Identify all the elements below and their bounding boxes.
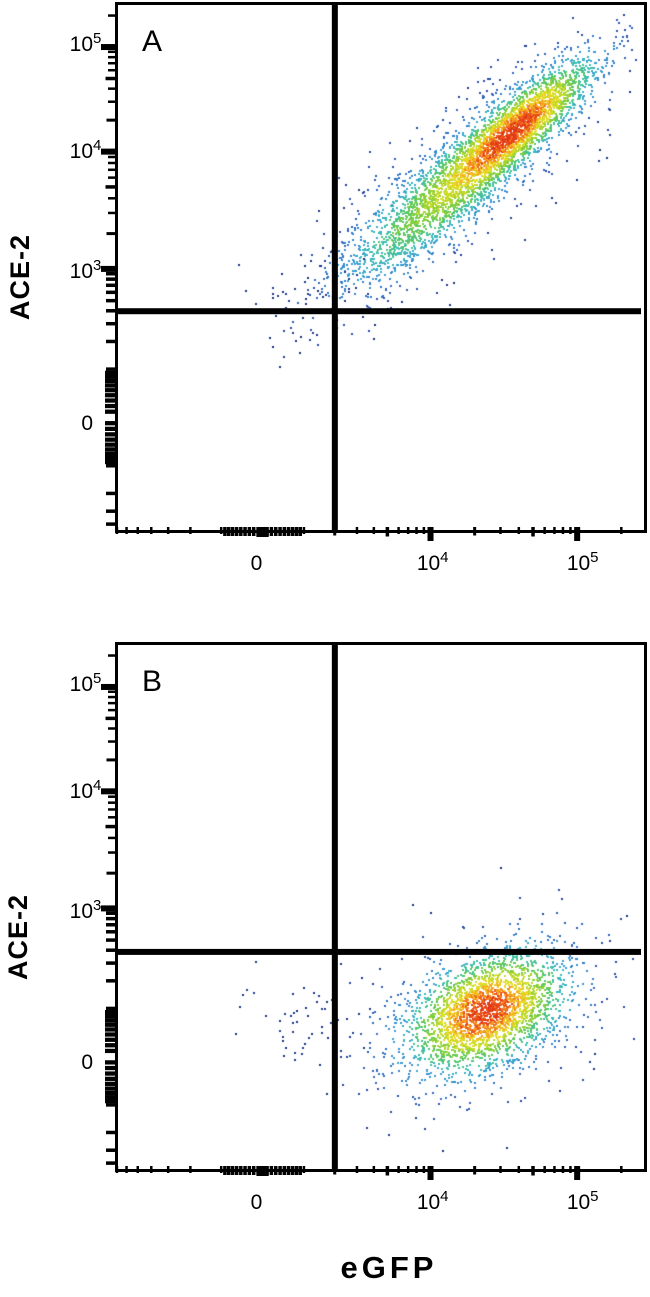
plot-panel-a: A <box>101 2 647 541</box>
y-tick-label-1e3-b: 103 <box>69 897 102 923</box>
y-tick-label-1e4-b: 104 <box>69 777 102 803</box>
x-axis-title: eGFP <box>340 1250 438 1285</box>
panel-letter-a: A <box>142 25 163 58</box>
plot-panel-b: B <box>101 642 647 1180</box>
x-tick-label-1e4-a: 104 <box>416 549 449 575</box>
x-tick-label-1e5-b: 105 <box>566 1188 599 1214</box>
y-axis-title-b: ACE-2 <box>3 894 33 981</box>
density-scatter-canvas-a <box>118 5 638 524</box>
y-tick-label-0-a: 0 <box>81 412 93 435</box>
y-tick-label-1e5-a: 105 <box>69 30 102 56</box>
y-tick-label-1e4-a: 104 <box>69 137 102 163</box>
y-tick-label-0-b: 0 <box>81 1051 93 1074</box>
gates-and-ticks-overlay-b <box>101 644 641 1180</box>
x-tick-label-1e4-b: 104 <box>416 1188 449 1214</box>
panel-letter-b: B <box>142 665 163 698</box>
density-scatter-canvas-b <box>118 645 638 1163</box>
x-tick-label-0-b: 0 <box>250 1191 263 1214</box>
x-tick-label-1e5-a: 105 <box>566 549 599 575</box>
gates-and-ticks-overlay-a <box>101 4 641 541</box>
y-axis-title-a: ACE-2 <box>5 234 35 321</box>
x-tick-label-0-a: 0 <box>250 552 263 575</box>
y-tick-label-1e3-a: 103 <box>69 257 102 283</box>
y-tick-label-1e5-b: 105 <box>69 670 102 696</box>
